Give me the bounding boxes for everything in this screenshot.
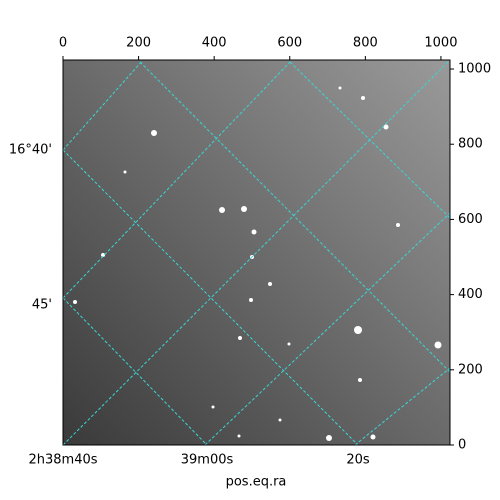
x-tick-label: 600 [277,36,302,51]
y-tick-label: 1000 [458,62,491,77]
ra-tick-label: 39m00s [181,453,234,468]
coord-grid [63,60,450,445]
y-tick-label: 400 [458,287,483,302]
y-tick-label: 0 [458,438,466,453]
plot-frame [62,59,451,446]
y-tick-label: 200 [458,362,483,377]
ra-tick-label: 2h38m40s [28,453,97,468]
y-tick-label: 800 [458,137,483,152]
x-tick-label: 400 [202,36,227,51]
dec-tick-label: 45' [32,298,52,313]
dec-tick-label: 16°40' [9,143,52,158]
y-tick-label: 600 [458,212,483,227]
ra-tick-label: 20s [346,453,370,468]
x-tick-label: 0 [59,36,67,51]
x-axis-label: pos.eq.ra [226,475,287,490]
x-tick-label: 800 [353,36,378,51]
x-tick-label: 1000 [424,36,457,51]
x-tick-label: 200 [126,36,151,51]
